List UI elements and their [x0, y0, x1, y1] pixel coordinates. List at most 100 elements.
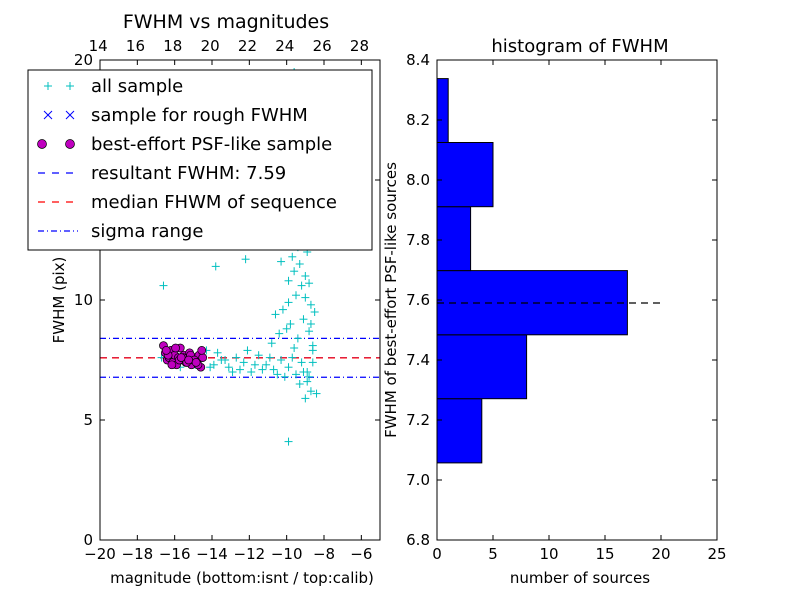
- legend-entry: sample for rough FWHM: [43, 105, 308, 126]
- histogram-bar: [436, 78, 449, 143]
- hist-y-tick-label: 7.2: [406, 411, 430, 429]
- all-sample-point: [258, 365, 267, 374]
- all-sample-point: [284, 276, 293, 285]
- x-tick-label: −8: [313, 545, 335, 563]
- scatter-x-ticks: −20 −18 −16 −14 −12 −10 −8 −6: [84, 60, 372, 563]
- all-sample-point: [280, 372, 289, 381]
- top-tick-label: 26: [313, 37, 332, 55]
- all-sample-point: [303, 377, 312, 386]
- all-sample-point: [254, 351, 263, 360]
- hist-y-tick-label: 7.0: [406, 471, 430, 489]
- all-sample-point: [241, 255, 250, 264]
- histogram-bar: [436, 334, 528, 400]
- all-sample-point: [295, 380, 304, 388]
- hist-x-tick-label: 5: [488, 545, 498, 563]
- hist-x-tick-label: 15: [595, 545, 614, 563]
- all-sample-point: [290, 267, 299, 276]
- legend-label: sigma range: [91, 221, 203, 242]
- all-sample-point: [305, 372, 314, 381]
- histogram-bar: [436, 206, 472, 272]
- all-sample-point: [306, 320, 315, 328]
- all-sample-point: [239, 358, 248, 367]
- all-sample-point: [301, 394, 310, 403]
- hist-y-tick-label: 8.4: [406, 51, 430, 69]
- all-sample-point: [297, 358, 306, 367]
- all-sample-point: [275, 329, 284, 338]
- all-sample-point: [278, 305, 287, 314]
- hist-y-tick-label: 7.8: [406, 231, 430, 249]
- all-sample-point: [301, 272, 310, 280]
- histogram-y-label: FWHM of best-effort PSF-like sources: [382, 162, 400, 438]
- histogram-y-ticks: 6.8 7.0 7.2 7.4 7.6 7.8 8.0 8.2 8.4: [406, 51, 717, 549]
- legend-entry: sigma range: [38, 221, 203, 242]
- all-sample-point: [306, 387, 315, 396]
- all-sample-point: [290, 344, 299, 352]
- legend-rows: all sample sample for rough FWHM best-effo…: [37, 76, 337, 242]
- all-sample-point: [293, 334, 302, 343]
- hist-y-tick-label: 8.0: [406, 171, 430, 189]
- all-sample-point: [269, 365, 278, 374]
- psf-sample-point: [197, 346, 207, 355]
- hist-y-tick-label: 7.4: [406, 351, 430, 369]
- psf-sample-point: [167, 360, 177, 370]
- legend-entry: best-effort PSF-like sample: [37, 134, 332, 155]
- top-tick-label: 14: [89, 37, 108, 55]
- all-sample-point: [284, 437, 293, 446]
- psf-sample-point: [191, 358, 201, 367]
- hist-y-tick-label: 6.8: [406, 531, 430, 549]
- all-sample-point: [206, 363, 215, 372]
- all-sample-point: [284, 363, 293, 372]
- histogram-panel: 0 5 10 15 20 25 6.8 7.0 7.2 7.4 7.6 7.8 8.0 8.2 8.4 h…: [382, 36, 727, 587]
- y-tick-label: 0: [83, 531, 93, 549]
- all-sample-point: [295, 260, 304, 268]
- all-sample-point: [282, 324, 291, 333]
- y-tick-label: 5: [83, 411, 93, 429]
- all-sample-point: [243, 346, 252, 355]
- all-sample-point: [288, 252, 297, 261]
- top-tick-label: 20: [201, 37, 220, 55]
- x-tick-label: −10: [271, 545, 303, 563]
- histogram-bar: [436, 142, 494, 208]
- all-sample-point: [224, 363, 233, 372]
- scatter-title: FWHM vs magnitudes: [123, 11, 329, 33]
- psf-sample-point: [184, 355, 194, 365]
- legend-label: resultant FWHM: 7.59: [91, 163, 286, 184]
- scatter-top-ticks: 14 16 18 20 22 24 26 28: [89, 37, 369, 55]
- scatter-y-label: FWHM (pix): [50, 257, 68, 344]
- hist-x-tick-label: 0: [432, 545, 442, 563]
- all-sample-point: [211, 262, 220, 271]
- histogram-x-ticks: 0 5 10 15 20 25: [432, 60, 727, 563]
- all-sample-point: [159, 281, 168, 290]
- all-sample-point: [288, 353, 297, 362]
- all-sample-point: [277, 356, 286, 364]
- scatter-x-label: magnitude (bottom:isnt / top:calib): [110, 569, 374, 587]
- x-tick-label: −14: [196, 545, 228, 563]
- legend-label: all sample: [91, 76, 183, 97]
- all-sample-point: [292, 370, 300, 379]
- top-tick-label: 22: [238, 37, 257, 55]
- psf-sample-point: [171, 343, 180, 353]
- all-sample-point: [308, 358, 317, 367]
- histogram-x-label: number of sources: [510, 569, 650, 587]
- top-tick-label: 28: [350, 37, 369, 55]
- all-sample-point: [310, 308, 319, 316]
- x-tick-label: −6: [350, 545, 372, 563]
- legend-label: median FHWM of sequence: [91, 192, 337, 213]
- hist-x-tick-label: 10: [539, 545, 558, 563]
- legend-label: best-effort PSF-like sample: [91, 134, 332, 155]
- all-sample-point: [308, 346, 317, 355]
- x-tick-label: −18: [122, 545, 154, 563]
- all-sample-point: [221, 356, 230, 364]
- all-sample-point: [277, 257, 286, 266]
- psf-sample-point: [176, 353, 186, 362]
- all-sample-point: [250, 360, 259, 369]
- all-sample-point: [265, 353, 274, 362]
- legend-entry: resultant FWHM: 7.59: [38, 163, 286, 184]
- hist-y-tick-label: 7.6: [406, 291, 430, 309]
- all-sample-point: [286, 320, 295, 328]
- legend-entry: all sample: [44, 76, 183, 97]
- histogram-title: histogram of FWHM: [491, 36, 668, 57]
- legend-label: sample for rough FWHM: [91, 105, 308, 126]
